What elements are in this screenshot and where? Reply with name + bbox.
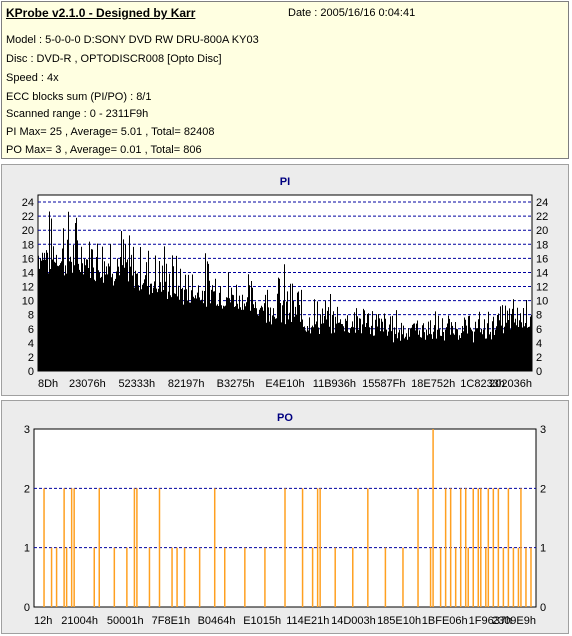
pi-y-tick-right: 14: [536, 267, 548, 279]
po-x-tick: 14D003h: [331, 615, 376, 627]
pi-y-tick-right: 10: [536, 296, 548, 308]
po-y-tick-right: 3: [540, 424, 546, 436]
po-x-tick: 21004h: [61, 615, 98, 627]
pi-y-tick-left: 2: [28, 352, 34, 364]
pi-x-tick: 82197h: [168, 378, 205, 390]
po-chart: PO 0 0 1 1 2 2 3 3 12h 21004h 50001h 7F8E1h B0464h E1…: [24, 412, 546, 627]
info-ecc: ECC blocks sum (PI/PO) : 8/1: [6, 91, 152, 103]
pi-y-tick-left: 12: [22, 282, 34, 294]
info-pi: PI Max= 25 , Average= 5.01 , Total= 8240…: [6, 126, 215, 138]
po-x-tick: 114E21h: [286, 615, 329, 627]
pi-y-tick-left: 6: [28, 324, 34, 336]
pi-x-tick: 52333h: [118, 378, 155, 390]
pi-x-tick: 1C8233h: [460, 378, 505, 390]
po-chart-title: PO: [277, 412, 293, 424]
pi-y-tick-left: 14: [22, 267, 34, 279]
pi-y-tick-right: 0: [536, 366, 542, 378]
po-chart-panel: PO 0 0 1 1 2 2 3 3 12h 21004h 50001h 7F8E1h B0464h E1…: [1, 400, 569, 634]
po-y-tick-left: 2: [24, 483, 30, 495]
pi-x-tick: B3275h: [217, 378, 255, 390]
po-x-tick: B0464h: [198, 615, 236, 627]
po-y-tick-right: 0: [540, 602, 546, 614]
info-speed: Speed : 4x: [6, 72, 59, 84]
pi-y-tick-left: 0: [28, 366, 34, 378]
pi-x-tick: 15587Fh: [362, 378, 405, 390]
pi-y-tick-left: 22: [22, 211, 34, 223]
pi-y-tick-left: 10: [22, 296, 34, 308]
po-x-tick: 50001h: [107, 615, 144, 627]
pi-y-tick-left: 18: [22, 239, 34, 251]
po-y-tick-left: 3: [24, 424, 30, 436]
pi-x-tick: 23076h: [69, 378, 106, 390]
po-x-tick: E1015h: [243, 615, 281, 627]
po-x-tick: 12h: [34, 615, 52, 627]
app-title: KProbe v2.1.0 - Designed by Karr: [6, 6, 196, 20]
po-y-tick-right: 1: [540, 543, 546, 555]
pi-y-tick-right: 12: [536, 282, 548, 294]
pi-y-tick-right: 4: [536, 338, 542, 350]
pi-y-tick-right: 20: [536, 225, 548, 237]
po-x-tick: 1F9637h: [469, 615, 512, 627]
po-y-tick-left: 0: [24, 602, 30, 614]
pi-y-tick-left: 20: [22, 225, 34, 237]
pi-y-tick-right: 6: [536, 324, 542, 336]
info-disc: Disc : DVD-R , OPTODISCR008 [Opto Disc]: [6, 53, 222, 65]
pi-y-tick-right: 18: [536, 239, 548, 251]
pi-bars: [38, 211, 532, 371]
po-x-tick: 1BFE06h: [422, 615, 468, 627]
pi-chart-title: PI: [280, 176, 290, 188]
pi-y-tick-right: 8: [536, 310, 542, 322]
info-model: Model : 5-0-0-0 D:SONY DVD RW DRU-800A K…: [6, 34, 259, 46]
pi-chart-panel: PI 0 0 2 2 4 4 6 6 8 8 10 10 12 12 14 14 16 16 18 18 20 20 22 2…: [1, 164, 569, 396]
pi-x-tick: 11B936h: [313, 378, 356, 390]
pi-y-tick-right: 22: [536, 211, 548, 223]
po-y-tick-left: 1: [24, 543, 30, 555]
info-po: PO Max= 3 , Average= 0.01 , Total= 806: [6, 144, 202, 156]
po-y-tick-right: 2: [540, 483, 546, 495]
po-x-tick: 185E10h: [377, 615, 421, 627]
pi-y-tick-left: 24: [22, 197, 34, 209]
pi-x-tick: 8Dh: [38, 378, 58, 390]
pi-y-tick-right: 24: [536, 197, 548, 209]
pi-x-tick: E4E10h: [265, 378, 304, 390]
pi-y-tick-left: 16: [22, 253, 34, 265]
po-x-tick: 7F8E1h: [152, 615, 191, 627]
pi-x-tick: 202036h: [489, 378, 532, 390]
pi-y-tick-left: 8: [28, 310, 34, 322]
info-panel: KProbe v2.1.0 - Designed by Karr Date : …: [1, 1, 569, 159]
pi-y-tick-right: 2: [536, 352, 542, 364]
info-range: Scanned range : 0 - 2311F9h: [6, 108, 149, 120]
pi-y-tick-right: 16: [536, 253, 548, 265]
po-x-tick: 2309E9h: [492, 615, 536, 627]
pi-y-tick-left: 4: [28, 338, 34, 350]
scan-date: Date : 2005/16/16 0:04:41: [288, 7, 416, 19]
pi-x-tick: 18E752h: [411, 378, 455, 390]
